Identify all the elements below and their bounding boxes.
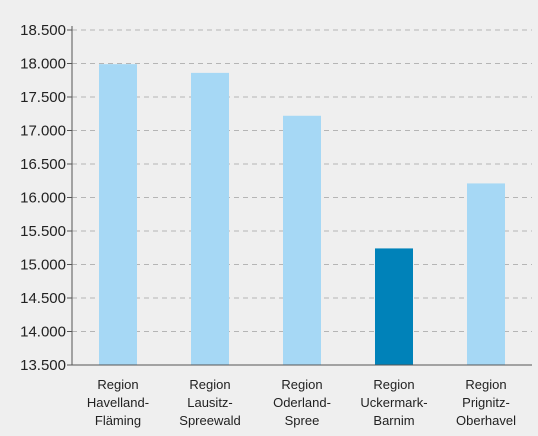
y-tick-label: 14.000	[20, 324, 66, 341]
bar	[283, 115, 321, 365]
category-label: Barnim	[373, 413, 414, 428]
y-tick-label: 14.500	[20, 290, 66, 307]
y-tick-label: 15.500	[20, 223, 66, 240]
category-label: Uckermark-	[360, 395, 427, 410]
y-tick-label: 17.000	[20, 123, 66, 140]
category-label: Region	[97, 377, 138, 392]
y-tick-label: 18.500	[20, 22, 66, 39]
category-label: Region	[465, 377, 506, 392]
y-tick-label: 16.500	[20, 156, 66, 173]
category-label: Prignitz-	[462, 395, 510, 410]
y-tick-labels: 13.500 14.000 14.500 15.000 15.500 16.000 16.5…	[20, 22, 66, 374]
category-labels: Region Havelland- Fläming Region Lausitz- Spr…	[87, 377, 516, 428]
category-label: Region	[373, 377, 414, 392]
category-label: Lausitz-	[187, 395, 233, 410]
bar	[99, 64, 137, 366]
category-label: Fläming	[95, 413, 141, 428]
y-tick-label: 16.000	[20, 190, 66, 207]
axes	[67, 26, 532, 366]
category-label: Region	[281, 377, 322, 392]
bar	[191, 72, 229, 365]
y-tick-label: 18.000	[20, 56, 66, 73]
category-label: Region	[189, 377, 230, 392]
category-label: Oberhavel	[456, 413, 516, 428]
bar	[467, 183, 505, 365]
category-label: Havelland-	[87, 395, 149, 410]
y-tick-label: 17.500	[20, 89, 66, 106]
category-label: Spree	[285, 413, 320, 428]
category-label: Spreewald	[179, 413, 240, 428]
bars	[99, 64, 505, 366]
y-tick-label: 13.500	[20, 357, 66, 374]
bar	[375, 248, 413, 365]
y-tick-label: 15.000	[20, 257, 66, 274]
category-label: Oderland-	[273, 395, 331, 410]
